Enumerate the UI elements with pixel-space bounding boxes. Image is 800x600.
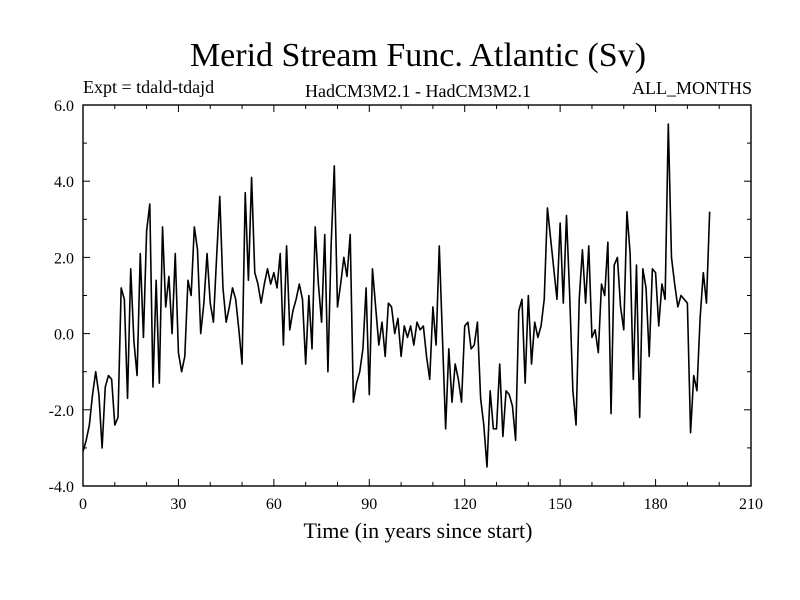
x-tick-label: 210 <box>739 496 763 513</box>
y-tick-label: 2.0 <box>54 250 74 267</box>
y-axis: -4.0 -2.0 0.0 2.0 4.0 6.0 <box>49 98 751 496</box>
chart-subtitle-center: HadCM3M2.1 - HadCM3M2.1 <box>305 81 531 101</box>
y-tick-label: 4.0 <box>54 174 74 191</box>
x-tick-label: 180 <box>644 496 668 513</box>
y-tick-label: -2.0 <box>49 403 74 420</box>
x-tick-label: 120 <box>453 496 477 513</box>
x-tick-label: 30 <box>170 496 186 513</box>
y-tick-label: 6.0 <box>54 98 74 115</box>
x-axis-label: Time (in years since start) <box>304 518 533 543</box>
x-tick-label: 0 <box>79 496 87 513</box>
y-tick-label: 0.0 <box>54 327 74 344</box>
chart-subtitle-right: ALL_MONTHS <box>632 78 752 98</box>
x-axis: 0 30 60 90 120 150 180 210 <box>79 105 763 513</box>
y-tick-label: -4.0 <box>49 479 74 496</box>
series-layer <box>82 123 711 468</box>
x-tick-label: 150 <box>548 496 572 513</box>
x-tick-label: 60 <box>266 496 282 513</box>
chart-subtitle-left: Expt = tdald-tdajd <box>83 77 214 97</box>
series-line <box>82 123 711 468</box>
chart-title: Merid Stream Func. Atlantic (Sv) <box>190 37 646 74</box>
x-tick-label: 90 <box>361 496 377 513</box>
